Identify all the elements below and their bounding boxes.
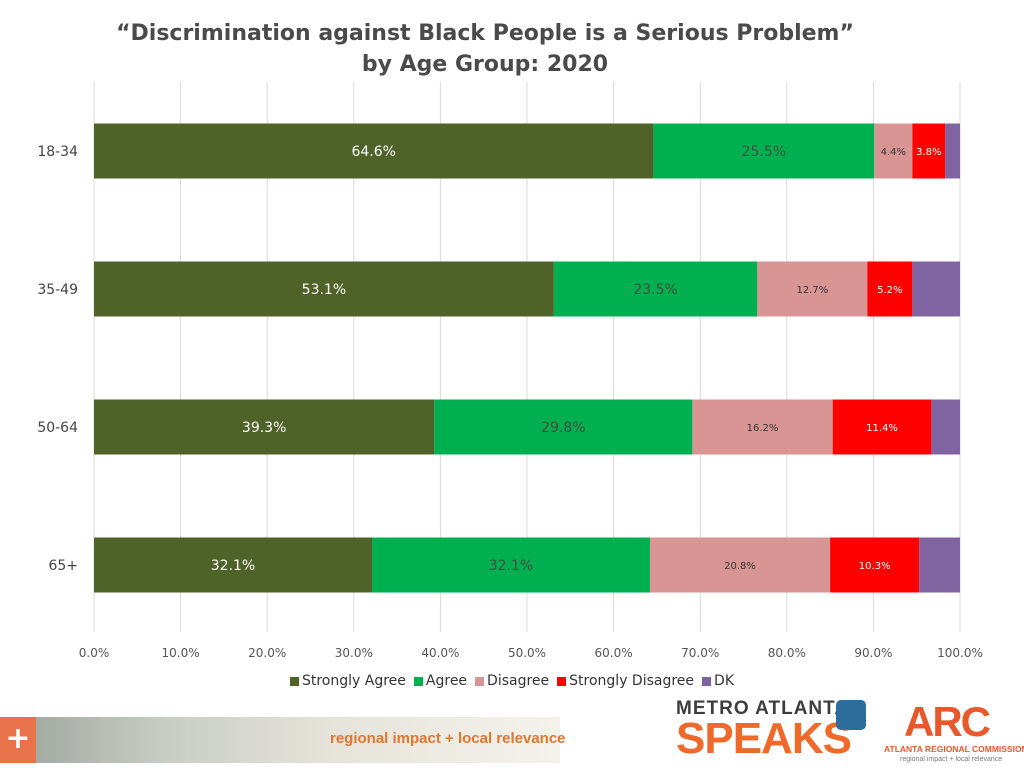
bar-segment	[692, 399, 833, 455]
bar-segment	[945, 123, 960, 179]
bar-segment	[757, 261, 868, 317]
legend-label: Strongly Agree	[301, 673, 406, 689]
data-label: 10.3%	[859, 561, 891, 572]
y-category-label: 35-49	[37, 282, 78, 298]
legend-swatch	[702, 676, 712, 686]
y-category-label: 18-34	[37, 144, 78, 160]
y-category-label: 50-64	[37, 420, 78, 436]
x-tick-label: 50.0%	[508, 646, 546, 660]
legend-label: Agree	[425, 673, 468, 689]
legend-label: Strongly Disagree	[569, 673, 695, 689]
legend-label: Disagree	[487, 673, 550, 689]
bar-segment	[867, 261, 913, 317]
x-tick-label: 70.0%	[681, 646, 719, 660]
data-label: 39.3%	[242, 420, 286, 436]
footer-tagline: regional impact + local relevance	[330, 730, 566, 747]
x-tick-label: 80.0%	[768, 646, 806, 660]
bar-segment	[919, 537, 960, 593]
chart-title: “Discrimination against Black People is …	[116, 21, 854, 46]
data-label: 32.1%	[211, 558, 255, 574]
bar-segment	[912, 123, 946, 179]
stacked-bar-chart: 0.0% 10.0% 20.0% 30.0% 40.0% 50.0% 60.0% 70.0% 8…	[37, 82, 983, 660]
data-label: 32.1%	[489, 558, 533, 574]
data-label: 12.7%	[796, 285, 828, 296]
data-label: 3.8%	[916, 147, 941, 158]
legend-item: Agree	[413, 673, 468, 689]
bar-segment	[653, 123, 875, 179]
legend-swatch	[557, 676, 567, 686]
bar-segment	[931, 399, 960, 455]
bar-segment	[434, 399, 693, 455]
bar-segment	[94, 537, 372, 593]
data-label: 23.5%	[633, 282, 677, 298]
data-label: 20.8%	[724, 561, 756, 572]
speaks-text: SPEAKS	[676, 714, 852, 763]
arc-name-text: ATLANTA REGIONAL COMMISSION	[884, 744, 1024, 754]
bar-segment	[912, 261, 960, 317]
metro-atlanta-text: METRO ATLANTA	[676, 698, 850, 719]
chart-title-block: “Discrimination against Black People is …	[0, 18, 970, 80]
data-label: 29.8%	[541, 420, 585, 436]
plus-icon: +	[0, 717, 36, 763]
x-tick-label: 0.0%	[79, 646, 110, 660]
legend-swatch	[413, 676, 423, 686]
x-tick-label: 100.0%	[937, 646, 983, 660]
data-label: 4.4%	[881, 147, 906, 158]
footer-banner-image	[0, 717, 560, 763]
bar-segment	[553, 261, 758, 317]
speech-bubble-icon	[836, 700, 866, 730]
legend-swatch	[289, 676, 299, 686]
bar-segment	[94, 399, 435, 455]
bar-segment	[832, 399, 932, 455]
chart-subtitle: by Age Group: 2020	[361, 52, 609, 77]
x-tick-label: 20.0%	[248, 646, 286, 660]
legend-item: Disagree	[475, 673, 549, 689]
bar-segment	[874, 123, 913, 179]
x-tick-label: 10.0%	[162, 646, 200, 660]
bar-segment	[649, 537, 831, 593]
arc-logo: ARC ATLANTA REGIONAL COMMISSION regional…	[884, 698, 1024, 766]
bar-segment	[94, 123, 654, 179]
data-label: 64.6%	[351, 144, 395, 160]
bar-segment	[371, 537, 650, 593]
arc-tagline-text: regional impact + local relevance	[900, 756, 1003, 763]
legend-item: DK	[702, 673, 734, 689]
bar-segment	[94, 261, 554, 317]
y-category-label: 65+	[48, 558, 78, 574]
data-label: 16.2%	[747, 423, 779, 434]
x-tick-label: 60.0%	[595, 646, 633, 660]
data-label: 11.4%	[866, 423, 898, 434]
x-tick-label: 90.0%	[854, 646, 892, 660]
legend-swatch	[475, 676, 485, 686]
legend-label: DK	[714, 673, 735, 689]
legend-item: Strongly Agree	[289, 673, 406, 689]
x-tick-label: 40.0%	[421, 646, 459, 660]
data-label: 5.2%	[877, 285, 902, 296]
data-label: 53.1%	[302, 282, 346, 298]
metro-atlanta-speaks-logo: METRO ATLANTA SPEAKS	[676, 696, 876, 763]
data-label: 25.5%	[742, 144, 786, 160]
chart-legend: Strongly Agree Agree Disagree Strongly Disa…	[0, 673, 1024, 689]
arc-logo-text: ARC	[904, 698, 991, 745]
x-tick-label: 30.0%	[335, 646, 373, 660]
bar-segment	[830, 537, 920, 593]
legend-item: Strongly Disagree	[557, 673, 694, 689]
